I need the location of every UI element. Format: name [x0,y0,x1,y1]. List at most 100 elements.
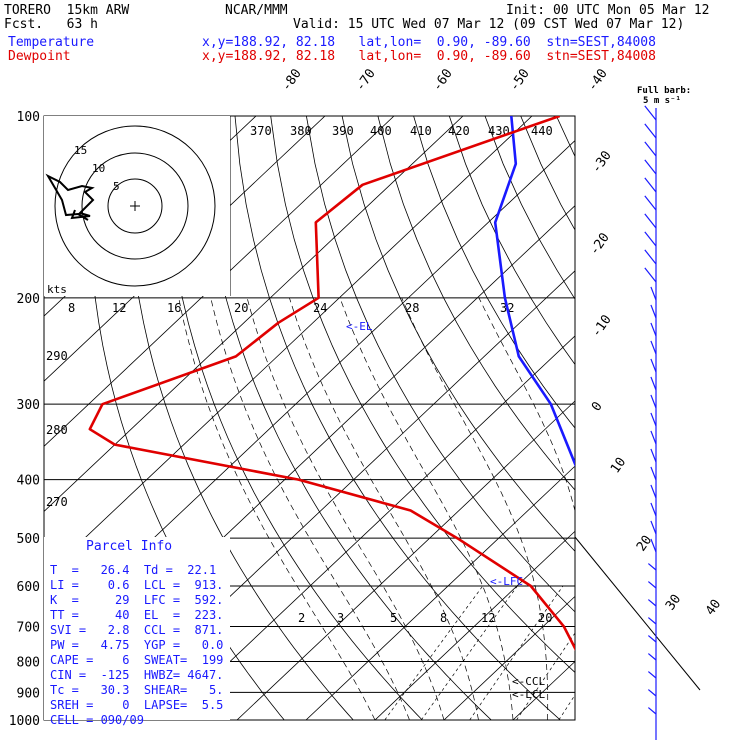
theta-label: 400 [370,124,392,138]
isotherm-label: 40 [703,597,724,618]
isotherm-label: -40 [585,66,611,94]
wind-barb [644,105,657,121]
dry-adiabat [556,116,575,158]
wind-barb [647,671,657,679]
mixing-ratio-label: 3 [337,611,344,625]
pressure-label: 1000 [9,714,40,729]
isotherm [44,116,533,578]
parcel-info-row: CAPE = 6 SWEAT= 199 [50,653,224,667]
temperature-trace [493,116,575,468]
wind-barb [650,304,657,319]
isotherm-label: -20 [587,230,613,258]
wind-barb [644,213,657,229]
wind-barb [644,249,657,265]
theta-e-label: 290 [46,349,68,363]
dry-adiabat [699,116,740,720]
init-time: Init: 00 UTC Mon 05 Mar 12 [506,3,710,18]
theta-label: 440 [531,124,553,138]
mixing-ratio-label: 2 [298,611,305,625]
dry-adiabat [592,116,740,720]
wind-barb [650,412,657,427]
wind-barb [644,159,657,175]
isotherm-label: -50 [507,66,533,94]
moist-adiabat [246,297,445,720]
wind-barb [647,563,657,571]
wind-barb [644,123,657,139]
wind-barb [647,707,657,715]
wind-barb [650,502,657,517]
hodograph-units: kts [47,283,67,296]
dry-adiabat [735,116,740,720]
isotherm-label: 0 [589,399,606,414]
wind-barb [647,581,657,589]
pressure-label: 300 [17,398,40,413]
upper-scale-label: 16 [167,301,181,315]
barb-legend-value: 5 m s⁻¹ [643,96,681,106]
dry-adiabat [413,116,575,429]
upper-scale-label: 24 [313,301,327,315]
org-label: NCAR/MMM [225,3,288,18]
theta-label: 410 [410,124,432,138]
mixing-ratio-line [421,585,518,720]
frame-edge [574,536,701,691]
isotherm-label: -60 [430,66,456,94]
parcel-info-row: K = 29 LFC = 592. [50,593,224,607]
pressure-label: 100 [17,110,40,125]
wind-barb [647,599,657,607]
pressure-label: 900 [17,686,40,701]
wind-barb [650,448,657,463]
isotherm-label: -80 [279,66,305,94]
hodograph-ring [54,125,216,287]
hodograph-ring-label: 10 [92,162,105,175]
isotherm-label: -10 [589,312,615,340]
pressure-label: 800 [17,655,40,670]
pressure-label: 200 [17,292,40,307]
dry-adiabat [377,116,575,491]
moist-adiabat [339,297,514,720]
theta-label: 390 [332,124,354,138]
dry-adiabat [126,116,354,720]
wind-barb [650,340,657,355]
isotherm-label: -30 [589,148,615,176]
wind-barb [647,617,657,625]
ccl-marker: <-CCL [512,675,546,688]
moist-adiabat [478,297,575,513]
isotherm [443,595,575,720]
dry-adiabat [306,116,575,613]
upper-scale-label: 8 [68,301,75,315]
wind-barb [650,538,657,553]
parcel-info-panel: Parcel Info T = 26.4 Td = 22.1 LI = 0.6 L… [44,537,230,727]
parcel-info-row: CELL = 090/09 [50,713,144,727]
dry-adiabat [520,116,575,231]
theta-label: 370 [250,124,272,138]
mixing-ratio-label: 20 [538,611,552,625]
mixing-ratio-line [558,694,575,720]
el-marker: <-EL [346,320,373,333]
moist-adiabat [686,298,740,720]
temperature-label: Temperature [8,35,95,50]
wind-barb [647,635,657,643]
hodograph-trace [45,173,95,221]
parcel-info-row: SREH = 0 LAPSE= 5.5 [50,698,224,712]
parcel-info-row: Tc = 30.3 SHEAR= 5. [50,683,224,697]
pressure-label: 500 [17,532,40,547]
pressure-label: 700 [17,620,40,635]
wind-barb [650,286,657,301]
valid-time: Valid: 15 UTC Wed 07 Mar 12 (09 CST Wed … [293,17,685,32]
isotherm [44,116,464,512]
isotherm [582,116,740,720]
dry-adiabat [484,116,575,300]
wind-barb [644,141,657,157]
temperature-info: x,y=188.92, 82.18 lat,lon= 0.90, -89.60 … [202,35,656,50]
parcel-info-rows: T = 26.4 Td = 22.1 LI = 0.6 LCL = 913. K =… [50,563,223,728]
plot-frame [43,115,576,721]
parcel-info-row: SVI = 2.8 CCL = 871. [50,623,224,637]
wind-barb [644,267,657,283]
mixing-ratio-label: 5 [390,611,397,625]
isotherm-label: 10 [608,455,629,476]
dewpoint-trace [88,116,575,651]
dry-adiabat [234,116,561,720]
moist-adiabat [651,298,702,720]
dry-adiabat [270,116,575,673]
